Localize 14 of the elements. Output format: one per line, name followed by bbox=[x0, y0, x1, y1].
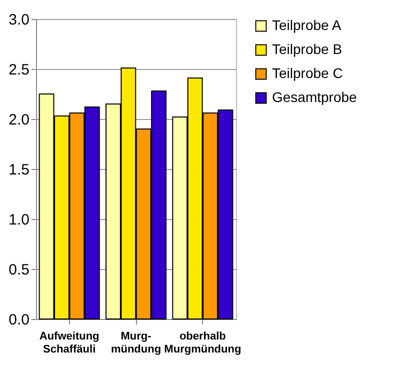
legend-label: Teilprobe B bbox=[272, 41, 342, 57]
x-tick-label: oberhalb Murgmündung bbox=[164, 330, 242, 356]
x-tick-label: Murg- mündung bbox=[110, 330, 162, 356]
y-tick-label: 2.0 bbox=[8, 112, 30, 128]
y-tick-label: 0.5 bbox=[8, 262, 30, 278]
y-tick-label: 2.5 bbox=[8, 62, 30, 78]
x-tick-label: Aufweitung Schaffäuli bbox=[39, 330, 100, 356]
legend-label: Gesamtprobe bbox=[272, 89, 358, 105]
legend-label: Teilprobe A bbox=[272, 17, 342, 33]
y-tick-label: 0.0 bbox=[8, 312, 30, 328]
legend-label: Teilprobe C bbox=[272, 65, 343, 81]
y-tick-label: 1.5 bbox=[8, 162, 30, 178]
y-tick-label: 1.0 bbox=[8, 212, 30, 228]
y-tick-label: 3.0 bbox=[8, 12, 30, 28]
